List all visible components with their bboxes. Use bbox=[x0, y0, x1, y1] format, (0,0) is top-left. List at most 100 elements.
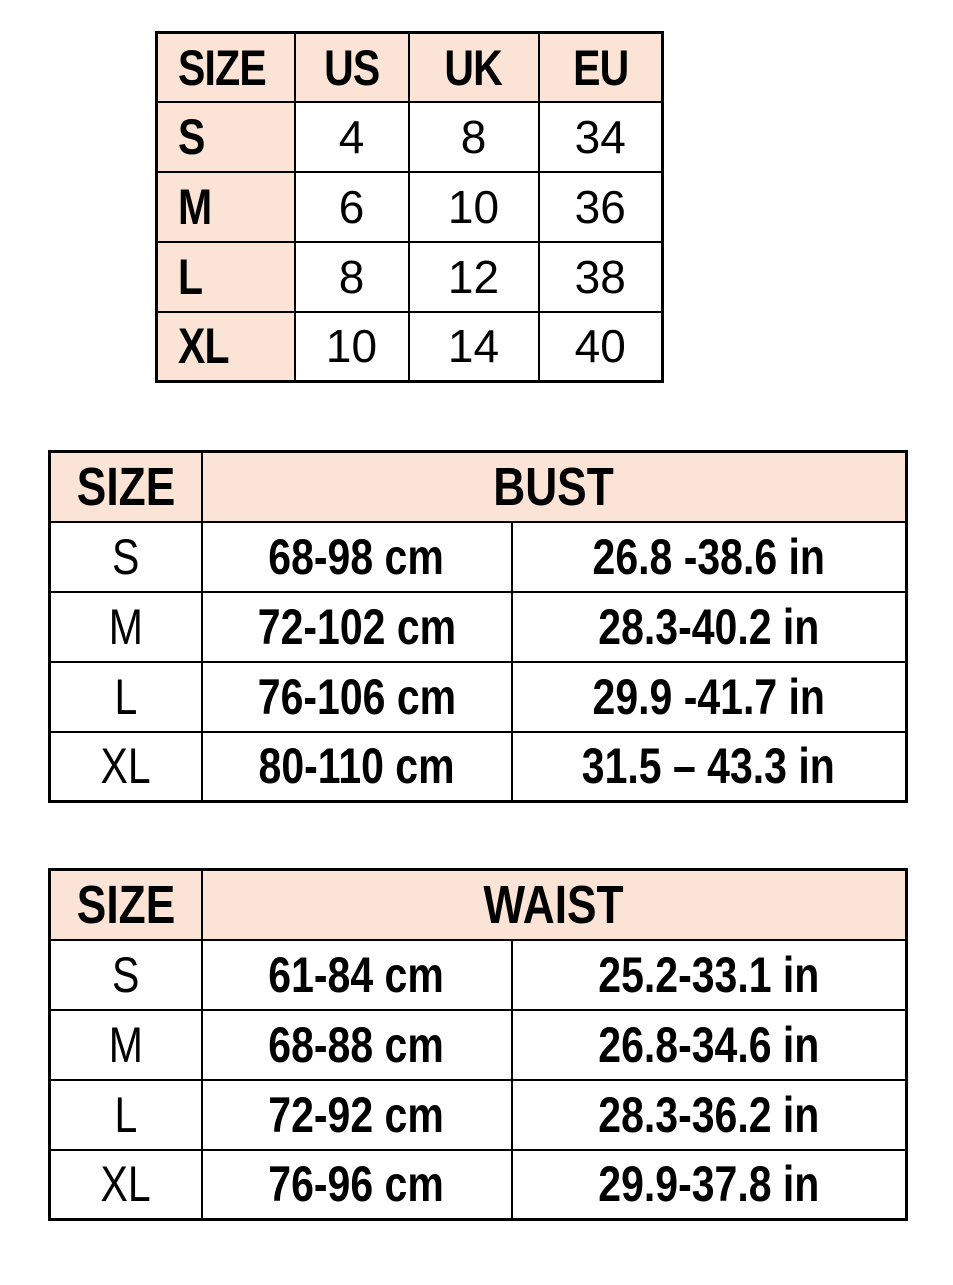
uk-column-header: UK bbox=[407, 31, 540, 104]
size-label-cell: L bbox=[48, 660, 203, 733]
cell-text: M bbox=[108, 598, 143, 655]
cell-text: 34 bbox=[574, 111, 626, 164]
size-label-cell: XL bbox=[48, 1148, 203, 1221]
cell-text: 76-106 cm bbox=[257, 668, 456, 725]
header-text: SIZE bbox=[178, 39, 267, 96]
header-text: BUST bbox=[493, 456, 615, 517]
eu-value-cell: 34 bbox=[537, 101, 664, 174]
cm-value-cell: 68-88 cm bbox=[200, 1008, 513, 1081]
size-label-cell: XL bbox=[48, 730, 203, 803]
cell-text: 38 bbox=[574, 250, 626, 303]
cell-text: 61-84 cm bbox=[268, 946, 445, 1003]
cell-text: 25.2-33.1 in bbox=[598, 946, 820, 1003]
size-label-cell: L bbox=[48, 1078, 203, 1151]
cell-text: 68-98 cm bbox=[268, 528, 445, 585]
cell-text: 72-92 cm bbox=[268, 1086, 445, 1143]
inch-value-cell: 26.8 -38.6 in bbox=[510, 520, 908, 593]
table-row: M 6 10 36 bbox=[155, 171, 664, 243]
waist-column-header: WAIST bbox=[200, 868, 908, 941]
cm-value-cell: 68-98 cm bbox=[200, 520, 513, 593]
waist-measurement-table: SIZE WAIST S 61-84 cm 25.2-33.1 in M 68-… bbox=[48, 868, 908, 1221]
cell-text: L bbox=[114, 668, 138, 725]
table-row: XL 76-96 cm 29.9-37.8 in bbox=[48, 1148, 908, 1221]
cell-text: 4 bbox=[338, 111, 365, 164]
table-row: S 61-84 cm 25.2-33.1 in bbox=[48, 938, 908, 1011]
table-row: S 68-98 cm 26.8 -38.6 in bbox=[48, 520, 908, 593]
inch-value-cell: 28.3-36.2 in bbox=[510, 1078, 908, 1151]
cm-value-cell: 76-106 cm bbox=[200, 660, 513, 733]
size-column-header: SIZE bbox=[155, 31, 296, 104]
header-text: UK bbox=[444, 39, 503, 96]
cell-text: 10 bbox=[325, 320, 378, 373]
cm-value-cell: 72-102 cm bbox=[200, 590, 513, 663]
header-text: EU bbox=[572, 39, 629, 96]
size-column-header: SIZE bbox=[48, 868, 203, 941]
size-label-cell: S bbox=[48, 520, 203, 593]
header-text: WAIST bbox=[483, 874, 624, 935]
size-label-cell: S bbox=[48, 938, 203, 1011]
uk-value-cell: 10 bbox=[407, 171, 540, 243]
cell-text: S bbox=[178, 109, 205, 166]
size-label-cell: M bbox=[155, 171, 296, 243]
us-value-cell: 4 bbox=[293, 101, 410, 174]
table-row: XL 80-110 cm 31.5 – 43.3 in bbox=[48, 730, 908, 803]
size-label-cell: S bbox=[155, 101, 296, 174]
cm-value-cell: 80-110 cm bbox=[200, 730, 513, 803]
table-row: S 4 8 34 bbox=[155, 101, 664, 174]
us-value-cell: 10 bbox=[293, 310, 410, 383]
cell-text: 8 bbox=[460, 111, 487, 164]
cell-text: 80-110 cm bbox=[258, 738, 455, 795]
cell-text: 31.5 – 43.3 in bbox=[582, 738, 836, 795]
inch-value-cell: 25.2-33.1 in bbox=[510, 938, 908, 1011]
header-text: US bbox=[323, 39, 380, 96]
eu-value-cell: 38 bbox=[537, 240, 664, 313]
table-row: XL 10 14 40 bbox=[155, 310, 664, 383]
header-text: SIZE bbox=[76, 874, 175, 935]
cell-text: 29.9 -41.7 in bbox=[592, 668, 825, 725]
cell-text: 36 bbox=[574, 180, 626, 233]
size-label-cell: L bbox=[155, 240, 296, 313]
cell-text: 14 bbox=[447, 320, 500, 373]
inch-value-cell: 29.9-37.8 in bbox=[510, 1148, 908, 1221]
cell-text: 26.8 -38.6 in bbox=[592, 528, 825, 585]
uk-value-cell: 8 bbox=[407, 101, 540, 174]
cell-text: 40 bbox=[574, 320, 626, 373]
cell-text: 6 bbox=[338, 180, 365, 233]
size-column-header: SIZE bbox=[48, 450, 203, 523]
table-row: L 76-106 cm 29.9 -41.7 in bbox=[48, 660, 908, 733]
bust-column-header: BUST bbox=[200, 450, 908, 523]
cell-text: S bbox=[112, 528, 140, 585]
cell-text: XL bbox=[100, 1156, 151, 1213]
size-label-cell: M bbox=[48, 1008, 203, 1081]
cell-text: XL bbox=[178, 318, 230, 375]
table-header-row: SIZE BUST bbox=[48, 450, 908, 523]
cell-text: 28.3-40.2 in bbox=[598, 598, 820, 655]
uk-value-cell: 12 bbox=[407, 240, 540, 313]
cell-text: 72-102 cm bbox=[257, 598, 456, 655]
cm-value-cell: 76-96 cm bbox=[200, 1148, 513, 1221]
us-value-cell: 6 bbox=[293, 171, 410, 243]
cell-text: 76-96 cm bbox=[268, 1156, 445, 1213]
header-text: SIZE bbox=[76, 456, 175, 517]
table-row: L 8 12 38 bbox=[155, 240, 664, 313]
table-header-row: SIZE US UK EU bbox=[155, 31, 664, 104]
size-label-cell: XL bbox=[155, 310, 296, 383]
inch-value-cell: 31.5 – 43.3 in bbox=[510, 730, 908, 803]
cell-text: 12 bbox=[447, 250, 500, 303]
cell-text: 26.8-34.6 in bbox=[598, 1016, 820, 1073]
cell-text: M bbox=[178, 178, 212, 235]
cm-value-cell: 61-84 cm bbox=[200, 938, 513, 1011]
table-row: M 72-102 cm 28.3-40.2 in bbox=[48, 590, 908, 663]
cell-text: 8 bbox=[338, 250, 365, 303]
uk-value-cell: 14 bbox=[407, 310, 540, 383]
cell-text: 10 bbox=[447, 180, 500, 233]
cell-text: S bbox=[112, 946, 140, 1003]
eu-value-cell: 36 bbox=[537, 171, 664, 243]
cell-text: M bbox=[108, 1016, 143, 1073]
table-row: L 72-92 cm 28.3-36.2 in bbox=[48, 1078, 908, 1151]
cell-text: L bbox=[178, 248, 203, 305]
international-size-table: SIZE US UK EU S 4 8 34 M 6 10 36 L 8 12 bbox=[155, 31, 664, 383]
table-header-row: SIZE WAIST bbox=[48, 868, 908, 941]
cm-value-cell: 72-92 cm bbox=[200, 1078, 513, 1151]
